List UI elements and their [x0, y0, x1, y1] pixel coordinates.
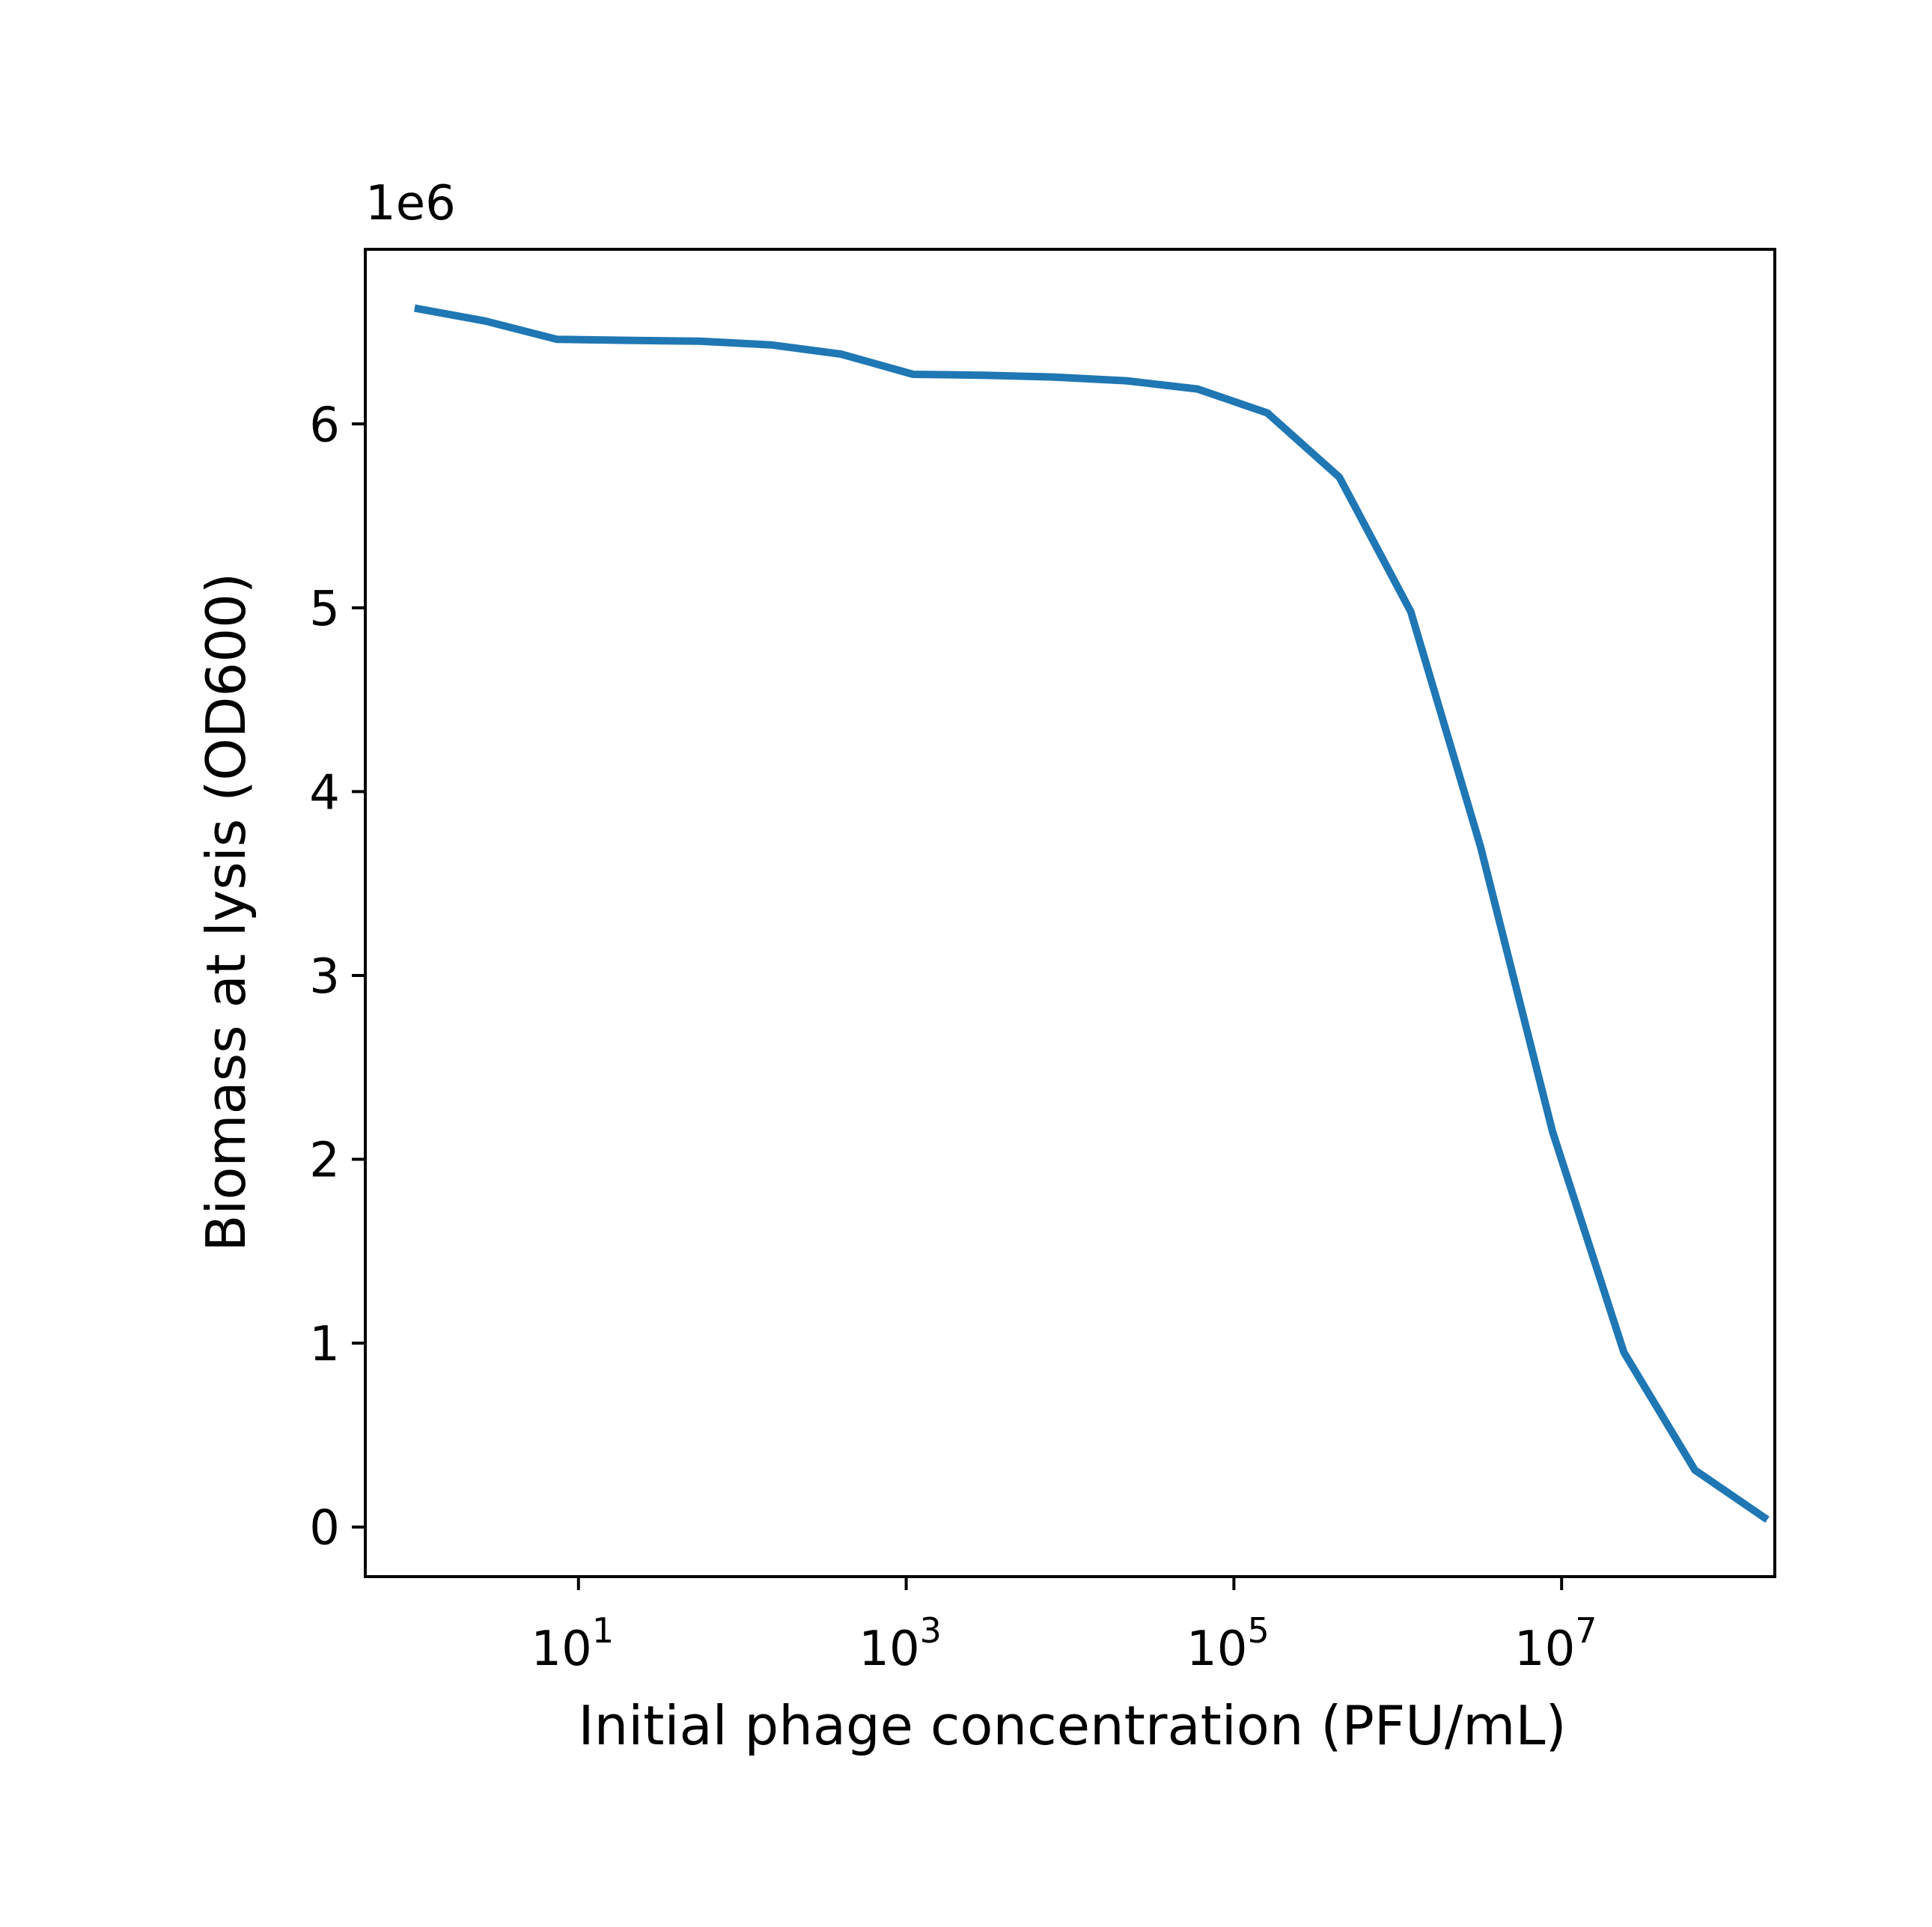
plot-area-frame — [364, 248, 1776, 1578]
x-tick-label: 101 — [531, 1610, 614, 1677]
series-layer — [414, 304, 1770, 1523]
y-axis-ticks: 0 1 2 3 4 5 6 — [309, 398, 365, 1556]
x-axis-ticks: 101 103 105 107 — [531, 1577, 1597, 1677]
y-tick-label: 2 — [309, 1133, 340, 1189]
x-tick-label: 107 — [1514, 1610, 1597, 1677]
x-tick-base: 10 — [1186, 1622, 1247, 1677]
x-tick-base: 10 — [531, 1622, 591, 1677]
x-tick-base: 10 — [1514, 1622, 1575, 1677]
y-axis-offset-label: 1e6 — [365, 176, 456, 231]
series-line — [414, 304, 1770, 1523]
y-tick-label: 5 — [309, 582, 340, 637]
y-tick-label: 0 — [309, 1501, 340, 1556]
x-tick-exponent: 1 — [592, 1610, 614, 1651]
x-tick-exponent: 5 — [1247, 1610, 1269, 1651]
x-tick-exponent: 7 — [1575, 1610, 1597, 1651]
y-tick-label: 3 — [309, 949, 340, 1005]
y-tick-label: 4 — [309, 765, 340, 821]
x-tick-exponent: 3 — [920, 1610, 942, 1651]
x-tick-base: 10 — [859, 1622, 919, 1677]
y-axis-label: Biomass at lysis (OD600) — [195, 573, 258, 1252]
x-axis-label: Initial phage concentration (PFU/mL) — [578, 1694, 1566, 1757]
x-tick-label: 105 — [1186, 1610, 1270, 1677]
y-tick-label: 1 — [309, 1317, 340, 1372]
x-tick-label: 103 — [859, 1610, 942, 1677]
y-tick-label: 6 — [309, 398, 340, 453]
